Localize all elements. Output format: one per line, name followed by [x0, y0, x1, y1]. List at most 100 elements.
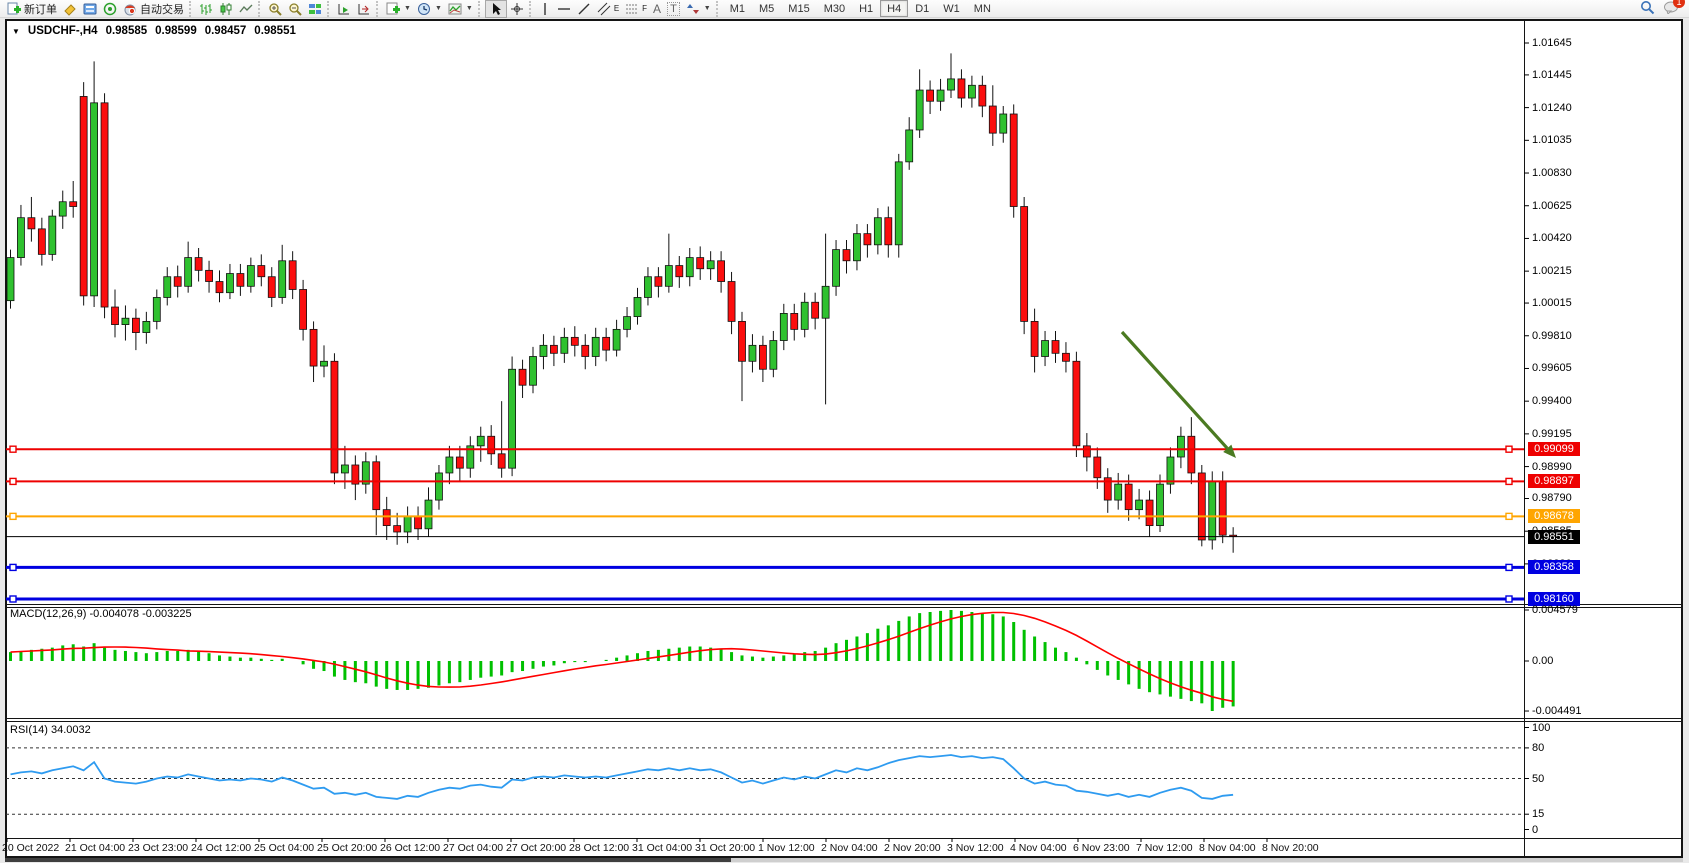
- chart-window-border-bottom: [5, 856, 1683, 858]
- chart-window-border-left: [5, 19, 7, 858]
- new-order-icon: [7, 2, 21, 16]
- chart-title-bar: ▼ USDCHF-,H4 0.98585 0.98599 0.98457 0.9…: [12, 25, 296, 37]
- templates-icon: [448, 2, 462, 16]
- macd-name: MACD(12,26,9): [10, 608, 87, 620]
- chart-shift-icon: [357, 2, 371, 16]
- timeframe-button-h1[interactable]: H1: [859, 2, 874, 15]
- channel-tool-button[interactable]: E: [594, 1, 622, 17]
- tile-windows-button[interactable]: [305, 1, 325, 17]
- chart-low-value: 0.98457: [204, 25, 247, 37]
- macd-values: -0.004078 -0.003225: [89, 608, 192, 620]
- chart-shift-button[interactable]: [354, 1, 374, 17]
- bar-chart-mode-button[interactable]: [196, 1, 216, 17]
- main-macd-separator[interactable]: [5, 604, 1683, 605]
- auto-scroll-button[interactable]: [334, 1, 354, 17]
- templates-button[interactable]: ▼: [445, 1, 476, 17]
- text-label-tool-button[interactable]: T: [664, 1, 683, 17]
- chart-symbol-title: USDCHF-,H4: [27, 25, 98, 37]
- market-watch-button[interactable]: [80, 1, 100, 17]
- indicators-dropdown-caret[interactable]: ▼: [404, 5, 411, 12]
- equidistant-channel-icon: [597, 2, 611, 16]
- auto-trading-label: 自动交易: [140, 3, 184, 16]
- signals-icon: [103, 2, 117, 16]
- crosshair-tool-button[interactable]: [507, 1, 527, 17]
- arrows-dropdown-caret[interactable]: ▼: [703, 5, 711, 12]
- horizontal-scrollbar-track[interactable]: [5, 858, 1683, 862]
- toolbar-right-section: 1: [1640, 0, 1687, 18]
- chart-high-value: 0.98599: [155, 25, 197, 37]
- text-tool-button[interactable]: A: [650, 1, 664, 17]
- timeframe-button-m5[interactable]: M5: [759, 2, 775, 15]
- toolbar-group-trade: 新订单 自动交易: [2, 1, 187, 17]
- macd-rsi-separator[interactable]: [5, 718, 1683, 719]
- trendline-tool-button[interactable]: [574, 1, 594, 17]
- rsi-value: 34.0032: [50, 724, 91, 736]
- zoom-out-button[interactable]: [285, 1, 305, 17]
- crosshair-icon: [510, 2, 524, 16]
- zoom-in-icon: [268, 2, 282, 16]
- chart-close-value: 0.98551: [254, 25, 296, 37]
- tile-windows-icon: [308, 2, 322, 16]
- text-tool-letter: A: [653, 1, 662, 16]
- clock-icon: [417, 2, 431, 16]
- fibonacci-tool-button[interactable]: F: [622, 1, 650, 17]
- notifications-button[interactable]: 1: [1663, 0, 1685, 17]
- timeframe-button-d1[interactable]: D1: [915, 2, 930, 15]
- trendline-icon: [577, 2, 591, 16]
- periods-dropdown-caret[interactable]: ▼: [434, 5, 442, 12]
- auto-trading-button[interactable]: 自动交易: [120, 1, 187, 17]
- indicators-icon: [386, 2, 400, 16]
- auto-scroll-icon: [337, 2, 351, 16]
- timeframe-button-m1[interactable]: M1: [729, 2, 746, 15]
- arrows-tool-button[interactable]: ▼: [683, 1, 714, 17]
- main-toolbar: 新订单 自动交易: [0, 0, 1689, 18]
- toolbar-group-drawings: E F A T ▼: [528, 0, 714, 17]
- line-chart-mode-button[interactable]: [236, 1, 256, 17]
- vertical-line-icon: [539, 2, 551, 16]
- cursor-icon: [489, 2, 503, 16]
- indicators-button[interactable]: ▼: [383, 1, 414, 17]
- market-watch-icon: [83, 2, 97, 16]
- horizontal-scrollbar-thumb[interactable]: [5, 858, 731, 862]
- fibonacci-tool-letter: F: [642, 4, 648, 13]
- new-order-button[interactable]: 新订单: [4, 1, 60, 17]
- horizontal-line-tool-button[interactable]: [554, 1, 574, 17]
- notification-badge: 1: [1673, 0, 1685, 8]
- channel-tool-letter: E: [613, 4, 620, 13]
- vertical-line-tool-button[interactable]: [536, 1, 554, 17]
- timeframe-button-w1[interactable]: W1: [943, 2, 960, 15]
- signals-button[interactable]: [100, 1, 120, 17]
- price-axis-line[interactable]: [1524, 21, 1525, 856]
- chart-open-value: 0.98585: [105, 25, 148, 37]
- rsi-name: RSI(14): [10, 724, 48, 736]
- zoom-in-button[interactable]: [265, 1, 285, 17]
- eraser-button[interactable]: [60, 1, 80, 17]
- timeframe-button-m15[interactable]: M15: [788, 2, 810, 15]
- zoom-out-icon: [288, 2, 302, 16]
- timeframe-button-m30[interactable]: M30: [823, 2, 846, 15]
- candlestick-mode-button[interactable]: [216, 1, 236, 17]
- chart-window[interactable]: [5, 19, 1683, 857]
- chart-collapse-icon[interactable]: ▼: [12, 26, 20, 36]
- time-axis-line: [5, 838, 1683, 839]
- toolbar-group-chart-mode: [189, 0, 256, 17]
- label-tool-letter: T: [667, 1, 680, 16]
- arrows-tool-icon: [686, 2, 700, 16]
- line-chart-icon: [239, 2, 253, 16]
- timeframe-button-h4[interactable]: H4: [880, 0, 909, 17]
- toolbar-group-scroll: [327, 0, 374, 17]
- new-order-label: 新订单: [24, 3, 57, 16]
- toolbar-group-objects: ▼ ▼ ▼: [376, 0, 476, 17]
- timeframe-button-mn[interactable]: MN: [973, 2, 991, 15]
- candlestick-icon: [219, 2, 233, 16]
- periods-button[interactable]: ▼: [414, 1, 445, 17]
- cursor-tool-button[interactable]: [484, 0, 507, 18]
- auto-trading-icon: [123, 2, 137, 16]
- search-icon[interactable]: [1640, 0, 1655, 18]
- chart-window-border-right: [1681, 19, 1683, 858]
- macd-pane-top-border: [5, 607, 1683, 608]
- bar-chart-icon: [199, 2, 213, 16]
- horizontal-line-icon: [557, 2, 571, 16]
- templates-dropdown-caret[interactable]: ▼: [465, 5, 473, 12]
